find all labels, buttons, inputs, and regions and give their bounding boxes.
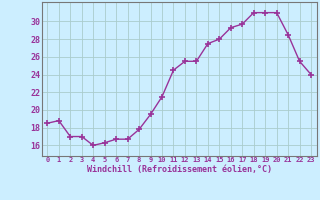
X-axis label: Windchill (Refroidissement éolien,°C): Windchill (Refroidissement éolien,°C) [87,165,272,174]
